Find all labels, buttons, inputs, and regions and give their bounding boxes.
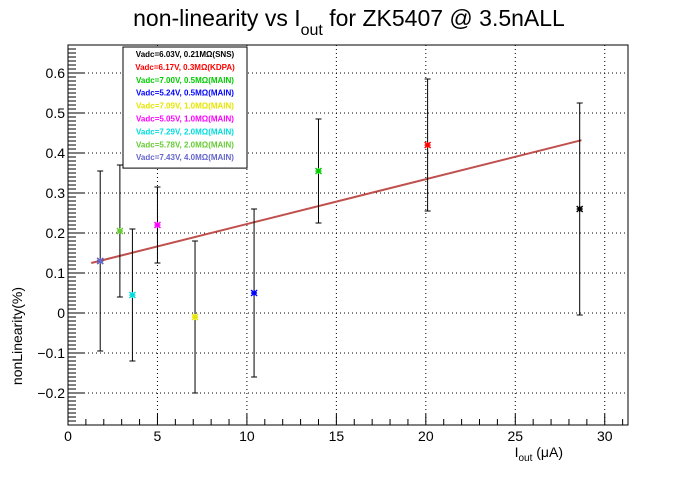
legend-entry: Vadc=5.24V, 0.5MΩ(MAIN)	[136, 89, 234, 98]
fit-line-group	[91, 139, 582, 264]
legend-entry: Vadc=5.05V, 1.0MΩ(MAIN)	[136, 115, 234, 124]
legend-entry: Vadc=7.29V, 2.0MΩ(MAIN)	[136, 127, 234, 136]
data-points	[96, 78, 584, 394]
legend-entry: Vadc=6.03V, 0.21MΩ(SNS)	[136, 50, 235, 59]
y-tick-label: −0.2	[37, 385, 65, 401]
y-tick-label: 0.3	[46, 185, 66, 201]
x-tick-label: 20	[418, 428, 434, 444]
data-point-marker	[576, 205, 584, 213]
x-tick-label: 10	[239, 428, 255, 444]
data-point-marker	[191, 313, 199, 321]
y-tick-label: −0.1	[37, 345, 65, 361]
data-point-marker	[116, 227, 124, 235]
data-point-marker	[96, 257, 104, 265]
x-tick-label: 15	[329, 428, 345, 444]
fit-line	[91, 139, 582, 264]
y-tick-label: 0.4	[46, 145, 66, 161]
legend: Vadc=6.03V, 0.21MΩ(SNS) Vadc=6.17V, 0.3MΩ…	[122, 46, 248, 169]
legend-entry: Vadc=5.78V, 2.0MΩ(MAIN)	[136, 140, 234, 149]
legend-entry: Vadc=7.43V, 4.0MΩ(MAIN)	[136, 153, 234, 162]
data-point-marker	[153, 221, 161, 229]
legend-entry: Vadc=7.00V, 0.5MΩ(MAIN)	[136, 76, 234, 85]
x-tick-label: 30	[597, 428, 613, 444]
chart-title: non-linearity vs Iout for ZK5407 @ 3.5nA…	[133, 5, 565, 39]
x-axis-label: Iout (μA)	[515, 444, 563, 464]
y-tick-label: 0.2	[46, 225, 66, 241]
y-tick-label: 0.1	[46, 265, 66, 281]
legend-box	[122, 46, 248, 169]
y-axis-label: nonLinearity(%)	[9, 287, 25, 385]
y-tick-label: 0.5	[46, 105, 66, 121]
data-point-marker	[424, 141, 432, 149]
grid	[68, 45, 628, 425]
data-point-marker	[250, 289, 258, 297]
x-tick-label: 0	[64, 428, 72, 444]
legend-entry: Vadc=6.17V, 0.3MΩ(KDPA)	[135, 63, 235, 72]
plot-frame	[67, 44, 629, 426]
y-tick-label: 0.6	[46, 65, 66, 81]
y-tick-label: 0	[57, 305, 65, 321]
data-point-marker	[314, 167, 322, 175]
data-point-marker	[128, 291, 136, 299]
axes: 0 5 10 15 20 25 30 −0.2 −0.1 0 0.1 0.2 0.3 0.4 0.5 0.6	[37, 48, 624, 444]
x-tick-label: 25	[507, 428, 523, 444]
x-tick-label: 5	[154, 428, 162, 444]
legend-entry: Vadc=7.09V, 1.0MΩ(MAIN)	[136, 102, 234, 111]
